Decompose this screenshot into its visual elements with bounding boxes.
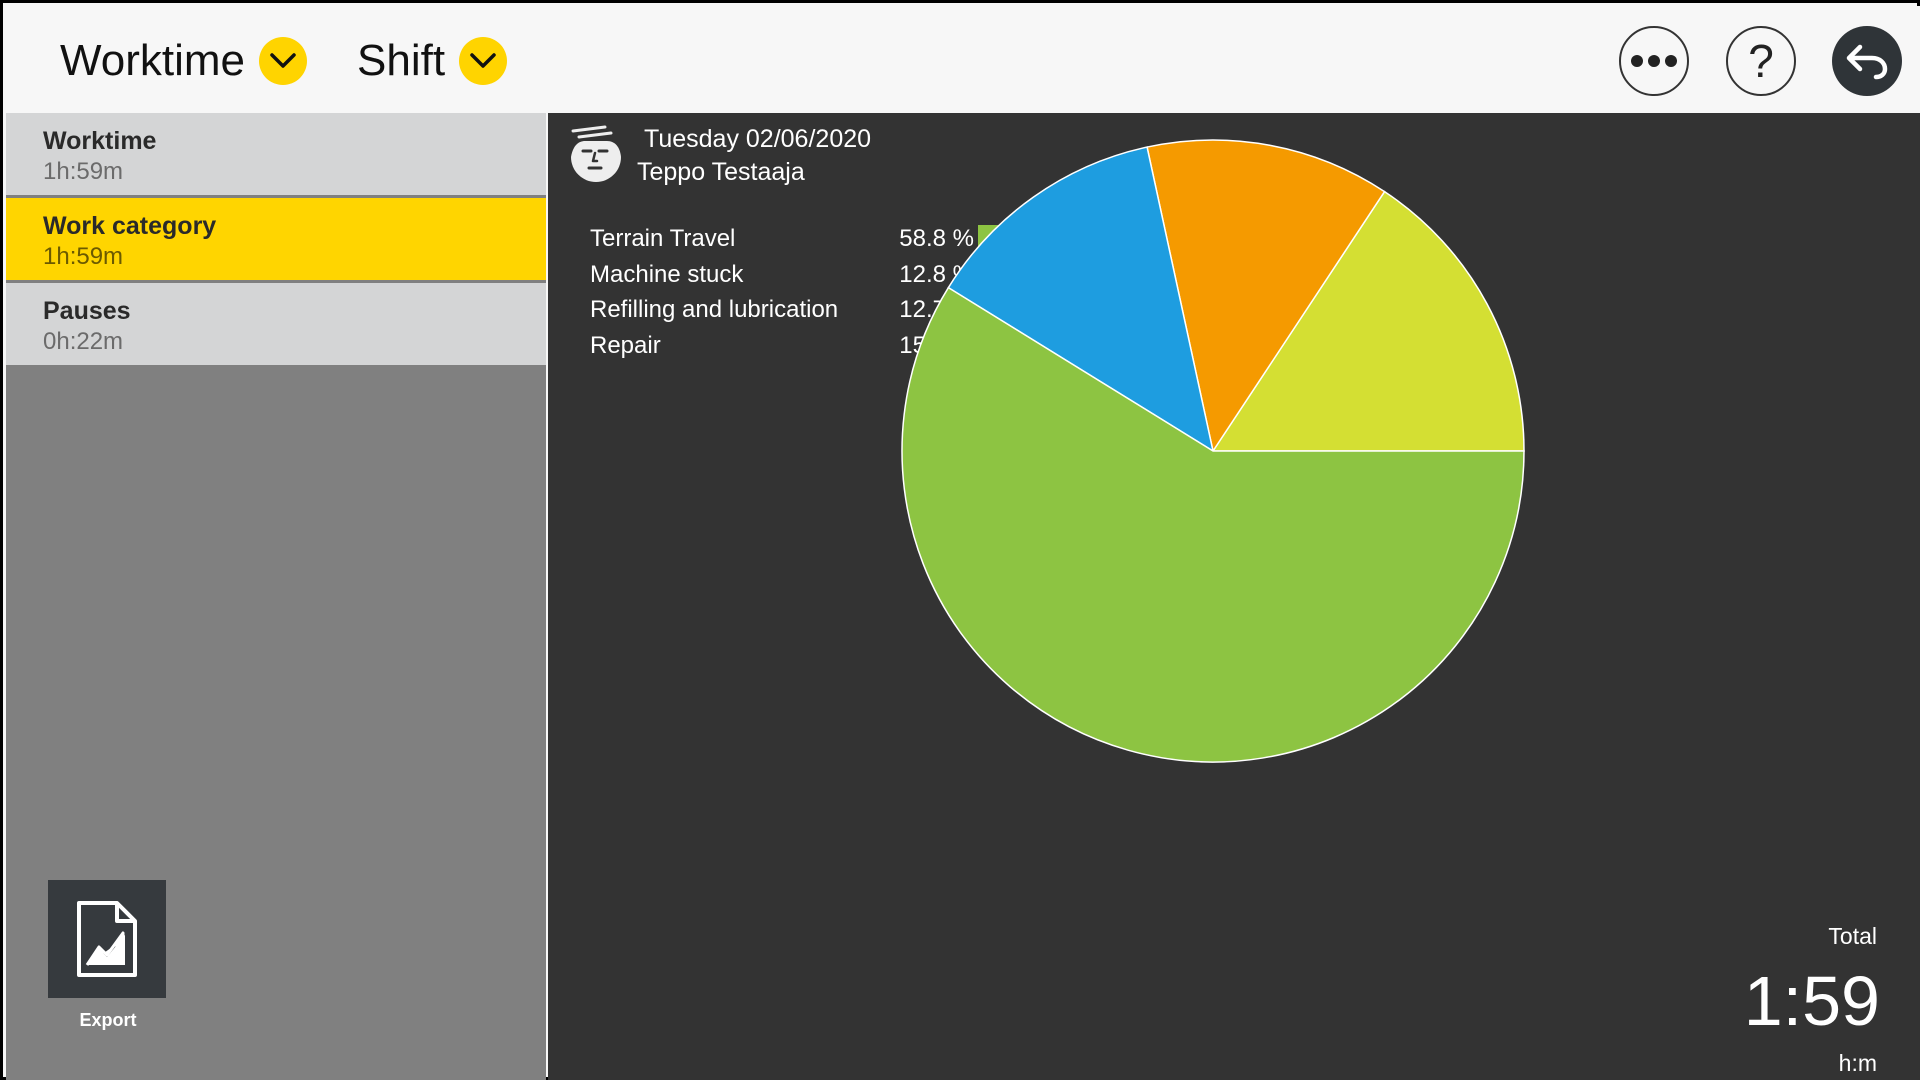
sidebar-item-value: 1h:59m — [43, 243, 124, 270]
sidebar-item-worktime[interactable]: Worktime 1h:59m — [6, 113, 546, 195]
sidebar-item-work-category[interactable]: Work category 1h:59m — [6, 198, 546, 280]
pie-slice-machine-stuck — [947, 146, 1215, 453]
chart-document-icon — [77, 901, 137, 977]
question-icon: ? — [1748, 35, 1774, 87]
legend-percent: 58.8 % — [899, 225, 974, 252]
pie-chart — [901, 139, 1525, 763]
total-unit: h:m — [1838, 1050, 1877, 1076]
sidebar-item-title: Worktime — [43, 127, 157, 155]
pie-slice-refilling-and-lubrication — [1146, 139, 1386, 453]
chevron-down-icon[interactable] — [459, 37, 508, 85]
report-type-dropdown[interactable]: Worktime — [60, 31, 307, 91]
legend-label: Repair — [590, 331, 661, 359]
total-label: Total — [1828, 923, 1877, 949]
legend-label: Refilling and lubrication — [590, 296, 839, 323]
pie-slice-terrain-travel — [901, 286, 1525, 763]
period-label: Shift — [357, 36, 446, 85]
report-type-label: Worktime — [60, 36, 245, 85]
period-dropdown[interactable]: Shift — [357, 31, 508, 91]
legend-label: Machine stuck — [590, 260, 744, 288]
export-label: Export — [79, 1010, 137, 1030]
sidebar-item-title: Work category — [43, 212, 217, 240]
back-arrow-icon — [1846, 44, 1888, 80]
header-bar: Worktime Shift ? — [6, 6, 1920, 113]
more-button[interactable] — [1619, 26, 1689, 96]
export-icon-box[interactable] — [48, 880, 166, 998]
export-button[interactable]: Export — [48, 880, 168, 1031]
total-value: 1:59 — [1743, 962, 1880, 1040]
sidebar-item-title: Pauses — [43, 297, 131, 325]
more-dots-icon — [1631, 55, 1677, 67]
report-date: Tuesday 02/06/2020 — [644, 125, 872, 153]
sidebar-item-pauses[interactable]: Pauses 0h:22m — [6, 283, 546, 365]
sidebar-item-value: 1h:59m — [43, 158, 124, 185]
help-button[interactable]: ? — [1726, 26, 1796, 96]
back-button[interactable] — [1832, 26, 1902, 96]
user-avatar-icon — [571, 125, 621, 182]
sidebar-item-value: 0h:22m — [43, 328, 124, 355]
pie-slice-repair — [1211, 190, 1525, 452]
main-panel: Tuesday 02/06/2020 Teppo Testaaja Terrai… — [548, 113, 1920, 1080]
legend-label: Terrain Travel — [590, 225, 736, 252]
sidebar: Worktime 1h:59m Work category 1h:59m Pau… — [6, 113, 546, 1080]
operator-name: Teppo Testaaja — [637, 158, 805, 186]
chevron-down-icon[interactable] — [258, 37, 307, 85]
